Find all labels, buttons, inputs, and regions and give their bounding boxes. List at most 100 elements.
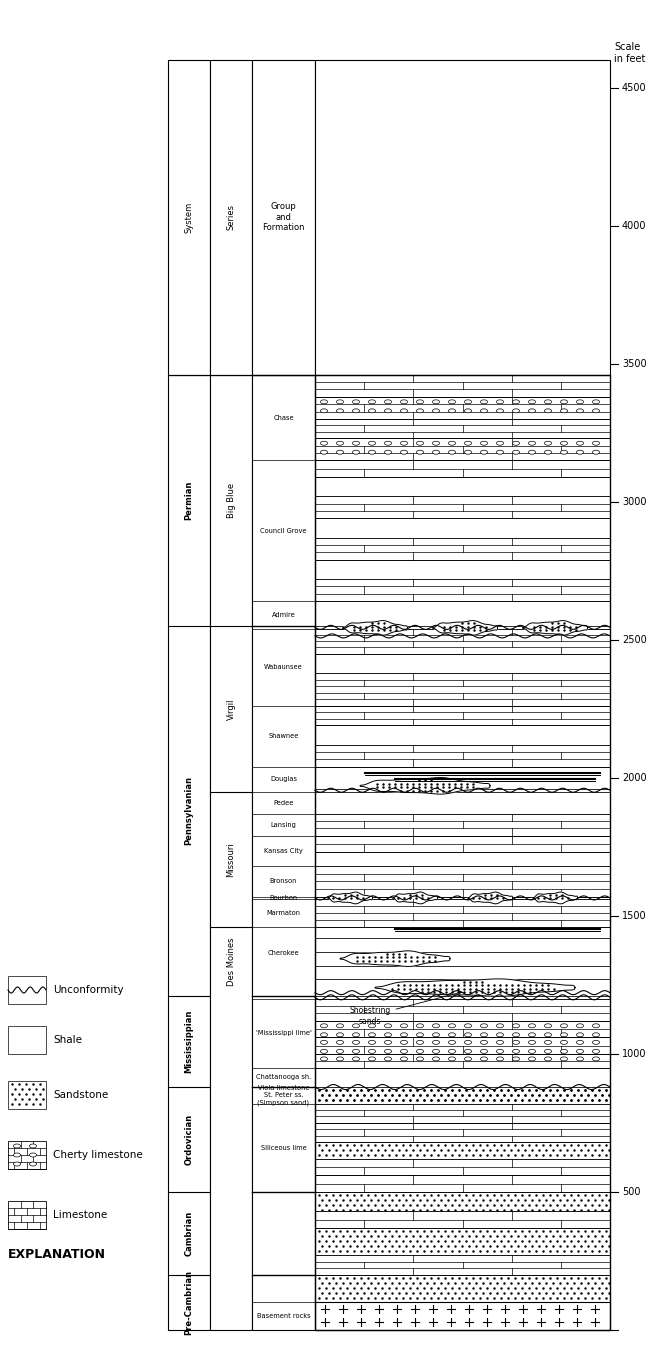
Ellipse shape xyxy=(465,1049,471,1053)
Ellipse shape xyxy=(320,1049,328,1053)
Ellipse shape xyxy=(417,1057,424,1061)
Text: EXPLANATION: EXPLANATION xyxy=(8,1248,106,1261)
Ellipse shape xyxy=(352,1023,359,1028)
Ellipse shape xyxy=(337,1057,343,1061)
Bar xyxy=(315,1087,610,1103)
Text: Chattanooga sh.: Chattanooga sh. xyxy=(256,1075,311,1080)
Ellipse shape xyxy=(577,1057,584,1061)
Bar xyxy=(315,579,610,602)
Text: Wabaunsee: Wabaunsee xyxy=(264,664,303,671)
Ellipse shape xyxy=(528,1023,536,1028)
Ellipse shape xyxy=(320,450,328,454)
Ellipse shape xyxy=(14,1144,21,1148)
Ellipse shape xyxy=(400,450,408,454)
Ellipse shape xyxy=(560,441,567,445)
Bar xyxy=(315,477,610,496)
Ellipse shape xyxy=(465,441,471,445)
Ellipse shape xyxy=(417,408,424,412)
Ellipse shape xyxy=(352,1049,359,1053)
Text: Cambrian: Cambrian xyxy=(185,1211,194,1256)
Ellipse shape xyxy=(385,450,391,454)
Text: 1000: 1000 xyxy=(622,1049,647,1059)
Ellipse shape xyxy=(337,400,343,404)
Ellipse shape xyxy=(400,1033,408,1037)
Bar xyxy=(315,767,610,788)
Bar xyxy=(315,602,610,626)
Ellipse shape xyxy=(497,400,504,404)
Ellipse shape xyxy=(560,400,567,404)
Ellipse shape xyxy=(385,1057,391,1061)
Ellipse shape xyxy=(560,450,567,454)
Ellipse shape xyxy=(400,400,408,404)
Ellipse shape xyxy=(560,1057,567,1061)
Ellipse shape xyxy=(577,1033,584,1037)
Ellipse shape xyxy=(385,400,391,404)
Ellipse shape xyxy=(385,441,391,445)
Ellipse shape xyxy=(432,400,439,404)
Bar xyxy=(315,745,610,767)
Polygon shape xyxy=(328,892,372,904)
Ellipse shape xyxy=(432,441,439,445)
Ellipse shape xyxy=(480,1049,488,1053)
Ellipse shape xyxy=(448,441,456,445)
Ellipse shape xyxy=(337,441,343,445)
Text: Bourbon: Bourbon xyxy=(270,895,298,900)
Ellipse shape xyxy=(512,408,519,412)
Ellipse shape xyxy=(593,1057,599,1061)
Ellipse shape xyxy=(385,1040,391,1044)
Text: 2500: 2500 xyxy=(622,635,647,645)
Bar xyxy=(168,59,210,375)
Bar xyxy=(315,952,610,965)
Text: Unconformity: Unconformity xyxy=(53,986,124,995)
Text: Lansing: Lansing xyxy=(270,822,296,827)
Text: Kansas City: Kansas City xyxy=(264,848,303,854)
Bar xyxy=(8,1082,46,1109)
Ellipse shape xyxy=(528,408,536,412)
Ellipse shape xyxy=(593,408,599,412)
Text: 4500: 4500 xyxy=(622,82,647,92)
Ellipse shape xyxy=(497,408,504,412)
Ellipse shape xyxy=(497,1040,504,1044)
Bar xyxy=(315,1068,610,1087)
Ellipse shape xyxy=(577,441,584,445)
Ellipse shape xyxy=(448,1049,456,1053)
Ellipse shape xyxy=(545,1033,551,1037)
Text: System: System xyxy=(185,201,194,233)
Text: Sandstone: Sandstone xyxy=(53,1090,109,1101)
Ellipse shape xyxy=(448,1057,456,1061)
Bar xyxy=(315,653,610,673)
Ellipse shape xyxy=(352,1040,359,1044)
Ellipse shape xyxy=(545,441,551,445)
Ellipse shape xyxy=(512,441,519,445)
Text: 500: 500 xyxy=(622,1187,640,1197)
Ellipse shape xyxy=(417,450,424,454)
Ellipse shape xyxy=(545,400,551,404)
Polygon shape xyxy=(393,892,437,904)
Bar xyxy=(315,1211,610,1228)
Ellipse shape xyxy=(528,1033,536,1037)
Polygon shape xyxy=(340,950,450,967)
Bar xyxy=(315,896,610,899)
Bar xyxy=(315,626,610,629)
Ellipse shape xyxy=(400,1023,408,1028)
Text: Shoestring
sands: Shoestring sands xyxy=(350,991,462,1026)
Ellipse shape xyxy=(417,1040,424,1044)
Ellipse shape xyxy=(593,1033,599,1037)
Ellipse shape xyxy=(400,408,408,412)
Ellipse shape xyxy=(417,441,424,445)
Bar xyxy=(8,1201,46,1229)
Text: Marmaton: Marmaton xyxy=(266,910,300,917)
Ellipse shape xyxy=(352,400,359,404)
Bar xyxy=(315,518,610,538)
Ellipse shape xyxy=(528,1049,536,1053)
Ellipse shape xyxy=(320,408,328,412)
Ellipse shape xyxy=(369,1040,376,1044)
Ellipse shape xyxy=(14,1153,21,1157)
Ellipse shape xyxy=(545,1040,551,1044)
Ellipse shape xyxy=(432,1040,439,1044)
Ellipse shape xyxy=(337,1040,343,1044)
Bar xyxy=(315,1103,610,1124)
Ellipse shape xyxy=(480,408,488,412)
Bar xyxy=(315,1275,610,1302)
Ellipse shape xyxy=(337,1033,343,1037)
